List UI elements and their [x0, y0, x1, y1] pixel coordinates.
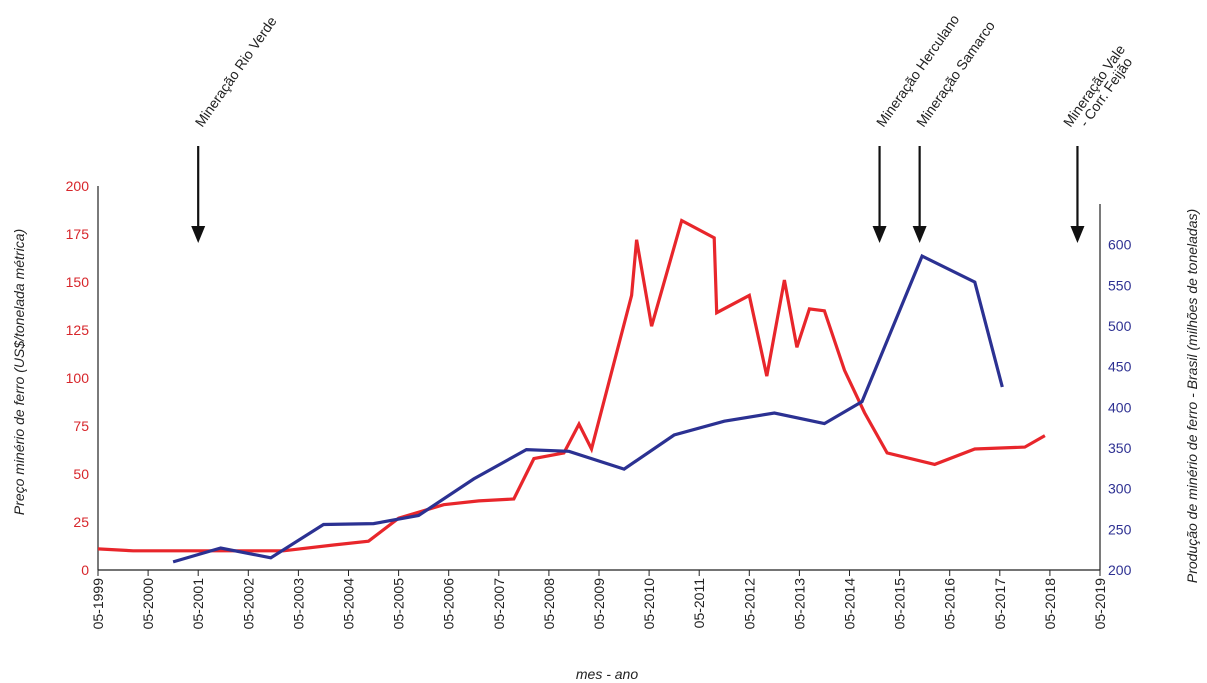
right-tick-label: 400	[1108, 399, 1132, 415]
x-tick-label: 05-2011	[691, 578, 707, 629]
x-tick-label: 05-1999	[90, 578, 106, 630]
right-tick-label: 250	[1108, 521, 1132, 537]
right-tick-label: 600	[1108, 237, 1132, 253]
x-axis-title: mes - ano	[576, 666, 638, 682]
left-axis: 0 25 50 75 100 125 150 175 200	[66, 178, 99, 578]
x-tick-label: 05-2015	[892, 578, 908, 630]
event-arrow-head	[1070, 226, 1085, 243]
production-series-line	[172, 253, 1004, 564]
left-tick-label: 125	[66, 322, 90, 338]
x-tick-label: 05-2010	[641, 578, 657, 630]
x-tick-label: 05-2009	[591, 578, 607, 630]
x-tick-label: 05-2005	[391, 578, 407, 630]
x-axis: 05-1999 05-2000 05-2001 05-2002 05-2003 05-20…	[90, 569, 1108, 630]
left-tick-label: 75	[73, 418, 89, 434]
x-tick-label: 05-2007	[491, 578, 507, 630]
left-tick-label: 0	[81, 562, 89, 578]
right-tick-label: 450	[1108, 359, 1132, 375]
left-tick-label: 200	[66, 178, 90, 194]
x-tick-label: 05-2018	[1042, 578, 1058, 630]
right-tick-label: 200	[1108, 562, 1132, 578]
right-tick-label: 550	[1108, 277, 1132, 293]
x-tick-label: 05-2003	[290, 578, 306, 630]
event-label: Mineração Samarco	[913, 18, 998, 130]
event-annotation: Mineração Rio Verde	[191, 13, 280, 243]
left-tick-label: 25	[73, 514, 89, 530]
right-tick-label: 350	[1108, 440, 1132, 456]
event-annotation: Mineração Vale- Corr. Feijão	[1060, 42, 1135, 243]
x-tick-label: 05-2008	[541, 578, 557, 630]
x-tick-label: 05-2017	[992, 578, 1008, 630]
event-arrow-head	[912, 226, 927, 243]
left-tick-label: 50	[73, 466, 89, 482]
x-tick-label: 05-2013	[791, 578, 807, 630]
x-tick-label: 05-2016	[942, 578, 958, 630]
event-arrow-head	[872, 226, 887, 243]
x-tick-label: 05-2001	[190, 578, 206, 630]
right-axis: 200 250 300 350 400 450 500 550 600	[1099, 204, 1132, 578]
right-tick-label: 300	[1108, 481, 1132, 497]
left-tick-label: 175	[66, 226, 90, 242]
x-tick-label: 05-2006	[441, 578, 457, 630]
x-tick-label: 05-2004	[341, 578, 357, 630]
event-annotation: Mineração Herculano	[872, 11, 962, 243]
left-tick-label: 150	[66, 274, 90, 290]
x-tick-label: 05-2000	[140, 578, 156, 630]
right-tick-label: 500	[1108, 318, 1132, 334]
event-label: Mineração Rio Verde	[192, 13, 280, 129]
series-layer	[97, 218, 1046, 564]
left-tick-label: 100	[66, 370, 90, 386]
y-axis-right-title: Produção de minério de ferro - Brasil (m…	[1184, 209, 1200, 583]
events-layer: Mineração Rio Verde Mineração HerculanoMi…	[191, 11, 1135, 243]
x-tick-label: 05-2014	[842, 578, 858, 630]
y-axis-left-title: Preço minério de ferro (US$/tonelada mét…	[11, 229, 27, 515]
x-tick-label: 05-2012	[741, 578, 757, 630]
price-series-line	[97, 218, 1046, 553]
x-tick-label: 05-2019	[1092, 578, 1108, 630]
event-arrow-head	[191, 226, 206, 243]
x-tick-label: 05-2002	[240, 578, 256, 630]
